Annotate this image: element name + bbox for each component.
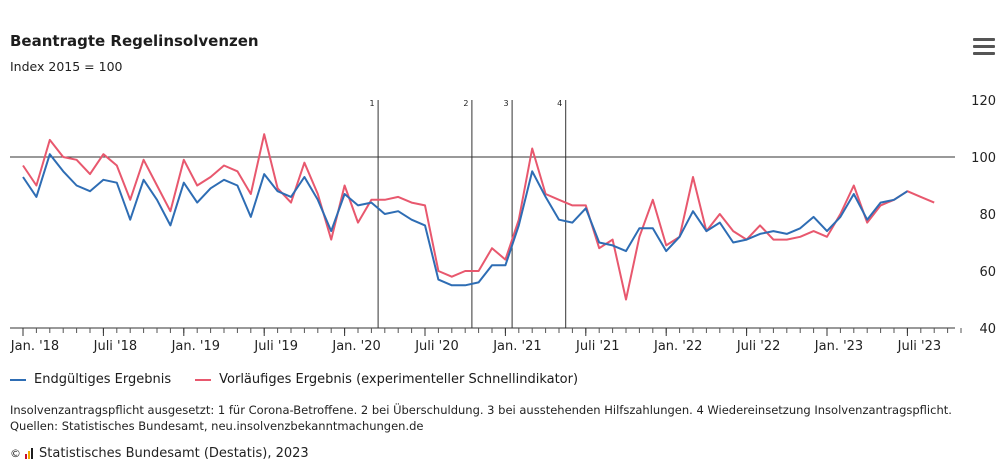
x-tick-label: Juli '23 xyxy=(897,339,942,354)
hamburger-menu-icon[interactable] xyxy=(973,38,995,58)
marker-label: 2 xyxy=(463,99,468,108)
x-tick-label: Jan. '23 xyxy=(814,339,863,354)
x-tick-label: Jan. '20 xyxy=(331,339,380,354)
chart-footer: © Statistisches Bundesamt (Destatis), 20… xyxy=(10,446,309,461)
chart-notes: Insolvenzantragspflicht ausgesetzt: 1 fü… xyxy=(10,402,990,434)
legend-item-endgueltig[interactable]: Endgültiges Ergebnis xyxy=(10,372,171,387)
series-line-vorlaeufig xyxy=(22,133,935,301)
menu-bar xyxy=(973,52,995,55)
note-line: Insolvenzantragspflicht ausgesetzt: 1 fü… xyxy=(10,403,952,417)
x-tick-label: Jan. '19 xyxy=(171,339,220,354)
x-tick-label: Juli '19 xyxy=(253,339,298,354)
x-tick-label: Jan. '18 xyxy=(10,339,59,354)
legend-swatch-red xyxy=(195,378,212,381)
destatis-logo-icon xyxy=(25,448,34,459)
menu-bar xyxy=(973,38,995,41)
y-tick-label: 40 xyxy=(979,322,996,337)
legend-item-vorlaeufig[interactable]: Vorläufiges Ergebnis (experimenteller Sc… xyxy=(195,372,578,387)
y-tick-label: 80 xyxy=(979,208,996,223)
series-line-endgueltig xyxy=(22,153,908,287)
menu-bar xyxy=(973,45,995,48)
y-tick-label: 60 xyxy=(979,265,996,280)
chart-legend: Endgültiges Ergebnis Vorläufiges Ergebni… xyxy=(10,372,602,387)
x-tick-label: Juli '20 xyxy=(414,339,459,354)
x-tick-label: Jan. '21 xyxy=(492,339,541,354)
footer-text: Statistisches Bundesamt (Destatis), 2023 xyxy=(39,446,309,461)
x-tick-label: Juli '18 xyxy=(93,339,138,354)
legend-label: Endgültiges Ergebnis xyxy=(34,372,172,387)
x-tick-label: Juli '21 xyxy=(575,339,620,354)
legend-swatch-blue xyxy=(10,378,26,381)
legend-label: Vorläufiges Ergebnis (experimenteller Sc… xyxy=(219,372,579,387)
marker-label: 3 xyxy=(504,99,509,108)
marker-label: 1 xyxy=(370,99,375,108)
x-tick-label: Juli '22 xyxy=(736,339,781,354)
source-line: Quellen: Statistisches Bundesamt, neu.in… xyxy=(10,419,424,433)
line-chart: 40 60 80 100 120 Jan. '18 Juli '18 Jan. '19 Juli… xyxy=(10,94,996,354)
y-tick-label: 120 xyxy=(971,94,996,109)
chart-subtitle: Index 2015 = 100 xyxy=(10,59,123,74)
x-tick-label: Jan. '22 xyxy=(653,339,702,354)
copyright-symbol: © xyxy=(10,447,21,460)
y-tick-label: 100 xyxy=(971,151,996,166)
marker-label: 4 xyxy=(557,99,562,108)
chart-title: Beantragte Regelinsolvenzen xyxy=(10,32,259,50)
